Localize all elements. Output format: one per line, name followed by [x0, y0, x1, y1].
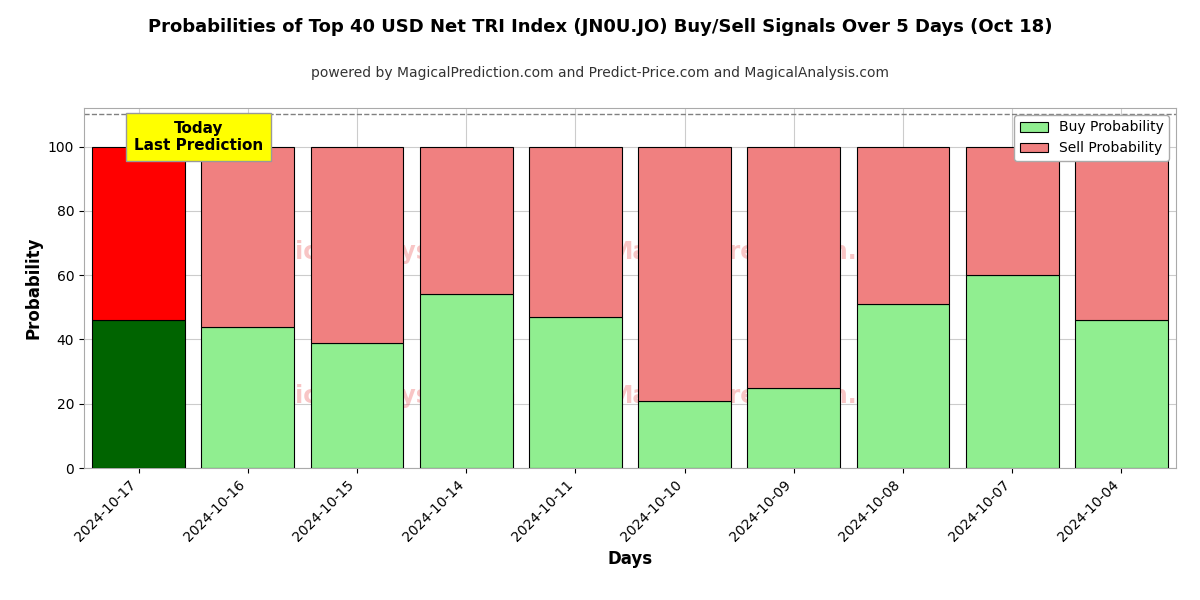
Bar: [529, 146, 622, 317]
Bar: [966, 146, 1058, 275]
Bar: [857, 304, 949, 468]
Bar: [748, 388, 840, 468]
Legend: Buy Probability, Sell Probability: Buy Probability, Sell Probability: [1014, 115, 1169, 161]
Text: Probabilities of Top 40 USD Net TRI Index (JN0U.JO) Buy/Sell Signals Over 5 Days: Probabilities of Top 40 USD Net TRI Inde…: [148, 18, 1052, 36]
Bar: [857, 146, 949, 304]
Bar: [638, 401, 731, 468]
Bar: [202, 326, 294, 468]
Text: MagicalAnalysis.com: MagicalAnalysis.com: [240, 384, 517, 408]
Text: MagicalPrediction.com: MagicalPrediction.com: [610, 384, 912, 408]
X-axis label: Days: Days: [607, 550, 653, 568]
Text: powered by MagicalPrediction.com and Predict-Price.com and MagicalAnalysis.com: powered by MagicalPrediction.com and Pre…: [311, 66, 889, 80]
Text: MagicalPrediction.com: MagicalPrediction.com: [610, 240, 912, 264]
Bar: [311, 146, 403, 343]
Bar: [1075, 146, 1168, 320]
Bar: [202, 146, 294, 326]
Text: MagicalAnalysis.com: MagicalAnalysis.com: [240, 240, 517, 264]
Text: Today
Last Prediction: Today Last Prediction: [134, 121, 263, 153]
Bar: [529, 317, 622, 468]
Bar: [420, 146, 512, 295]
Bar: [311, 343, 403, 468]
Bar: [92, 146, 185, 320]
Bar: [748, 146, 840, 388]
Bar: [638, 146, 731, 401]
Bar: [420, 295, 512, 468]
Y-axis label: Probability: Probability: [24, 237, 42, 339]
Bar: [92, 320, 185, 468]
Bar: [966, 275, 1058, 468]
Bar: [1075, 320, 1168, 468]
